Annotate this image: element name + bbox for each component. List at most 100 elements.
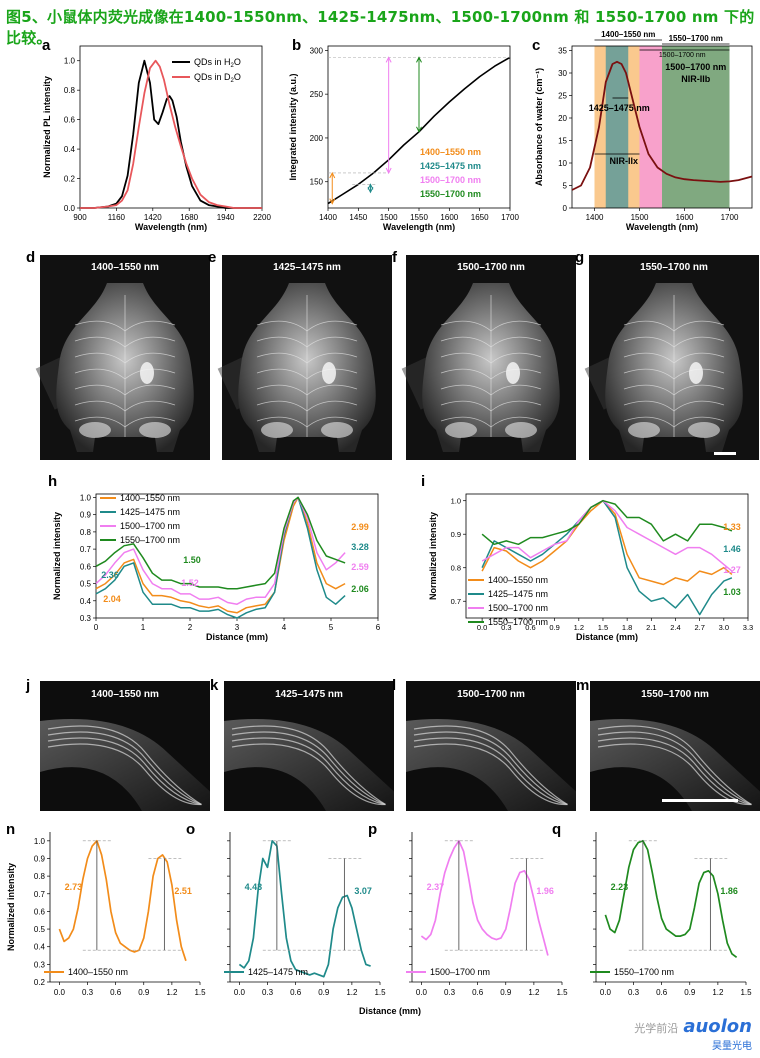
chart-c: 1400 1500 1600 1700 0 5 10 15 20 25 30 35 Wavelength… [534,30,753,232]
y-tick-label: 0.2 [34,978,46,987]
chart-q: 0.0 0.3 0.6 0.9 1.2 1.5 2.23 1.86 1550–1700 nm [590,832,752,997]
series-green [95,496,346,590]
vessel [413,725,568,806]
y-axis-label: Normalized intensity [6,863,16,951]
y-tick-label: 30 [558,69,567,78]
profile-line [420,839,549,956]
y-axis-label: Absorbance of water (cm⁻¹) [534,68,544,186]
y-tick-label: 35 [558,47,567,56]
y-tick-label: 0.7 [451,597,461,606]
x-tick-label: 0.3 [501,623,511,632]
plot-frame [571,45,753,209]
series-pink [95,496,346,605]
x-tick-label: 0.6 [472,988,484,997]
legend-entry: 1400–1550 nm [420,147,481,157]
bright-spot [445,422,477,438]
image-label: 1550–1700 nm [641,689,709,700]
ratio-annotation: 2.36 [101,570,119,580]
plot-frame [465,493,749,619]
bright-spot [261,422,293,438]
wavelength-band [605,46,629,208]
x-tick-label: 0.0 [477,623,487,632]
x-tick-label: 2200 [253,213,271,222]
top-bracket-label: 1550–1700 nm [669,34,723,43]
x-tick-label: 4 [282,623,287,632]
panel-letter: a [42,37,51,54]
x-tick-label: 0.3 [628,988,640,997]
chart-a: 900 1160 1420 1680 1940 2200 0.0 0.2 0.4 0.6 0.8 1.… [42,45,271,232]
x-tick-label: 1700 [721,213,739,222]
ratio-annotation: 2.06 [351,584,369,594]
x-tick-label: 2.1 [646,623,656,632]
bright-spot [140,362,154,384]
x-tick-label: 1.5 [598,623,608,632]
x-tick-label: 0.0 [234,988,246,997]
wavelength-band [639,46,662,208]
y-tick-label: 150 [310,178,324,187]
series-pink [481,499,733,572]
arrow-head [367,183,374,194]
y-tick-label: 0 [563,204,568,213]
vessel [413,731,568,806]
y-tick-label: 10 [558,159,567,168]
image-label: 1500–1700 nm [457,689,525,700]
chart-i: 0.0 0.3 0.6 0.9 1.2 1.5 1.8 2.1 2.4 2.7 3.0 3.3 0.7 0… [428,493,753,642]
vessel [47,743,202,806]
panel-letter: l [392,677,396,694]
image-label: 1400–1550 nm [91,689,159,700]
bright-spot [505,422,537,438]
vessel [231,725,386,806]
watermark: 光学前沿 auolon 昊量光电 [634,1016,752,1052]
legend-entry: 1500–1700 nm [420,175,481,185]
vessel [597,725,752,806]
legend-entry: QDs in H2O [194,57,241,69]
y-axis-label: Normalized intensity [428,512,438,600]
x-tick-label: 3 [235,623,240,632]
watermark-sub: 昊量光电 [712,1041,752,1052]
ratio-annotation: 2.23 [611,882,629,892]
x-tick-label: 1.2 [346,988,358,997]
y-tick-label: 0.4 [34,943,46,952]
scale-bar [714,452,736,455]
panel-letter: k [210,677,219,694]
watermark-brand: auolon [683,1016,752,1037]
bright-spot [688,422,720,438]
ratio-annotation: 2.73 [65,882,83,892]
vessel [47,725,202,806]
vessel [231,743,386,806]
y-tick-label: 15 [558,137,567,146]
profile-line [58,839,187,962]
ratio-annotation: 2.04 [103,594,121,604]
inner-label: 1500–1700 nm [665,62,726,72]
image-panel-m: 1550–1700 nm [590,681,760,811]
bright-spot [689,362,703,384]
x-axis-label: Distance (mm) [206,632,268,642]
ratio-annotation: 2.59 [351,562,369,572]
x-tick-label: 0 [94,623,99,632]
x-tick-label: 0.6 [525,623,535,632]
chart-p: 0.0 0.3 0.6 0.9 1.2 1.5 2.37 1.96 1500–1700 nm [406,832,568,997]
chart-h: 0 1 2 3 4 5 6 0.3 0.4 0.5 0.6 0.7 0.8 0.9 1.0 Distance … [52,493,381,642]
x-tick-label: 2.7 [694,623,704,632]
series-orange [481,499,733,586]
panel-letter: d [26,249,35,266]
panel-letter: f [392,249,398,266]
y-tick-label: 0.9 [80,511,92,520]
panel-letter: e [208,249,216,266]
image-panel-k: 1425–1475 nm [224,681,394,811]
y-tick-label: 0.3 [80,614,92,623]
y-tick-label: 0.5 [34,925,46,934]
plot-frame [79,45,263,209]
y-tick-label: 0.3 [34,960,46,969]
y-tick-label: 0.4 [80,597,92,606]
vessel [597,731,752,806]
image-panel-d: 1400–1550 nm [35,255,210,460]
x-tick-label: 0.0 [600,988,612,997]
x-tick-label: 1.5 [374,988,386,997]
panel-letter: n [6,821,15,838]
x-axis-label: Wavelength (nm) [626,222,698,232]
ratio-annotation: 1.33 [723,522,741,532]
vessel [47,737,202,806]
x-axis-label: Distance (mm) [359,1006,421,1016]
x-axis-label: Wavelength (nm) [383,222,455,232]
